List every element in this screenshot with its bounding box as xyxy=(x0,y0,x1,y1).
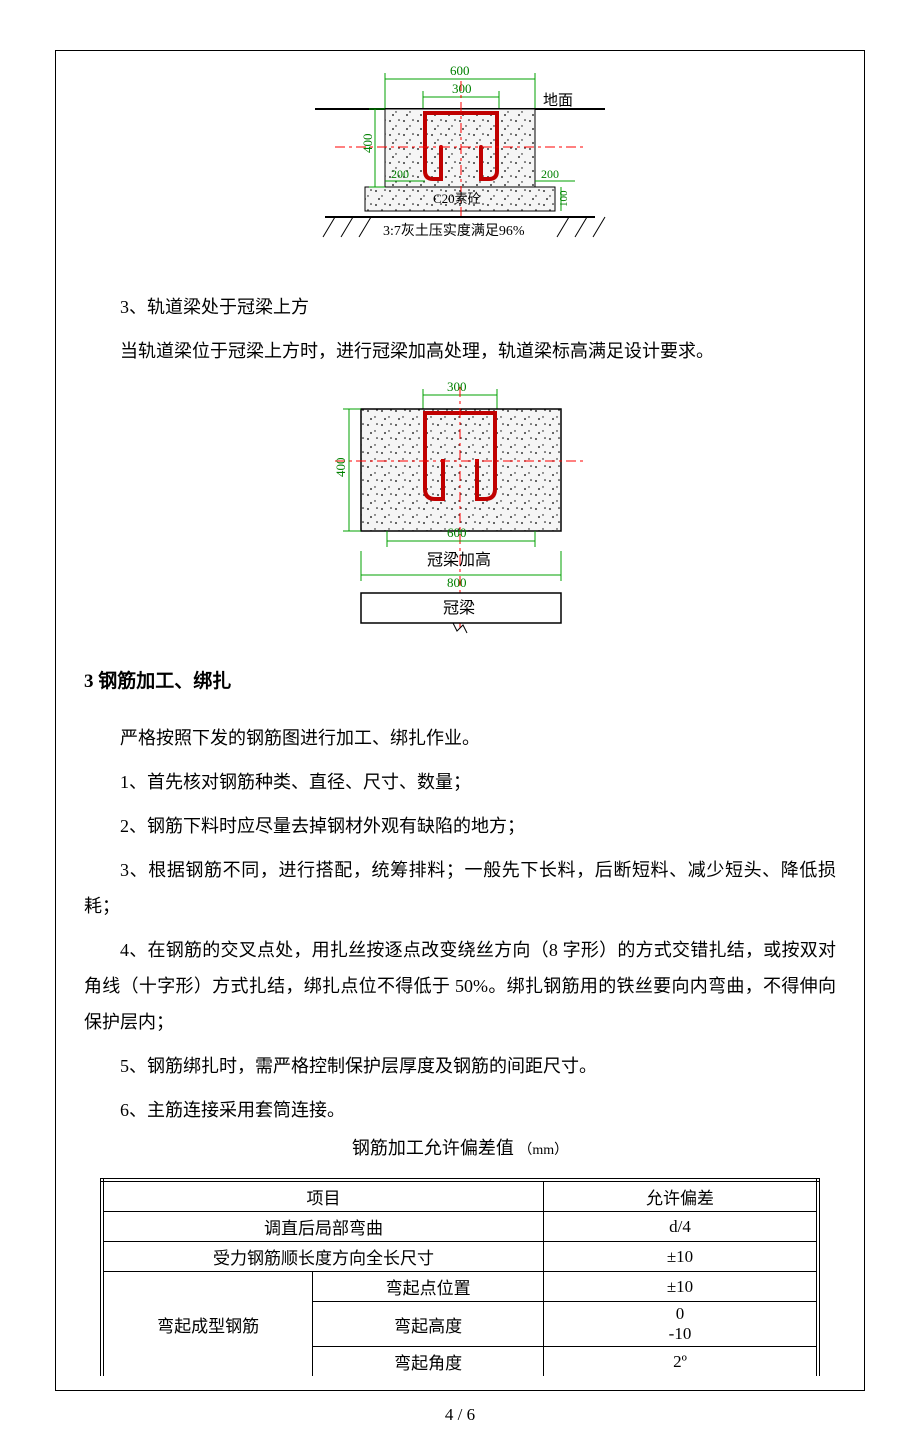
raise-label: 冠梁加高 xyxy=(427,551,491,569)
dim-300: 300 xyxy=(452,81,472,96)
dim-400: 400 xyxy=(360,134,375,154)
col-header-item: 项目 xyxy=(102,1180,544,1212)
bent-tol-0: ±10 xyxy=(544,1272,818,1302)
dim-100: 100 xyxy=(558,190,570,207)
row2-item: 受力钢筋顺长度方向全长尺寸 xyxy=(102,1242,544,1272)
rebar-line-2: 2、钢筋下料时应尽量去掉钢材外观有缺陷的地方； xyxy=(56,808,864,844)
rebar-section-title: 3 钢筋加工、绑扎 xyxy=(56,663,864,701)
row2-tol: ±10 xyxy=(544,1242,818,1272)
table-title-text: 钢筋加工允许偏差值 xyxy=(352,1138,514,1158)
dim-200l: 200 xyxy=(391,167,409,181)
figure-track-beam-section-1: 600 300 地面 xyxy=(275,61,645,281)
bent-group-label: 弯起成型钢筋 xyxy=(102,1272,313,1377)
rebar-line-5: 5、钢筋绑扎时，需严格控制保护层厚度及钢筋的间距尺寸。 xyxy=(56,1048,864,1084)
table-unit: （mm） xyxy=(518,1143,568,1158)
dim2-400: 400 xyxy=(333,458,348,478)
bent-tol-2: 2º xyxy=(544,1347,818,1377)
rebar-line-6: 6、主筋连接采用套筒连接。 xyxy=(56,1092,864,1128)
section3-body: 当轨道梁位于冠梁上方时，进行冠梁加高处理，轨道梁标高满足设计要求。 xyxy=(56,333,864,369)
col-header-tol: 允许偏差 xyxy=(544,1180,818,1212)
concrete-label: C20素砼 xyxy=(433,191,481,206)
base-label: 3:7灰土压实度满足96% xyxy=(383,223,525,239)
table-title: 钢筋加工允许偏差值 （mm） xyxy=(56,1134,864,1160)
row1-tol: d/4 xyxy=(544,1212,818,1242)
bent-sub-0: 弯起点位置 xyxy=(313,1272,544,1302)
page: 600 300 地面 xyxy=(0,0,920,1455)
deviation-table: 项目 允许偏差 调直后局部弯曲 d/4 受力钢筋顺长度方向全长尺寸 ±10 弯起… xyxy=(100,1178,820,1376)
dim-200r: 200 xyxy=(541,167,559,181)
cap-label: 冠梁 xyxy=(443,599,475,617)
rebar-line-0: 严格按照下发的钢筋图进行加工、绑扎作业。 xyxy=(56,720,864,756)
bent-sub-1: 弯起高度 xyxy=(313,1302,544,1347)
content-frame: 600 300 地面 xyxy=(55,50,865,1391)
dim-600: 600 xyxy=(450,63,470,78)
dim2-300: 300 xyxy=(447,379,467,394)
bent-sub-2: 弯起角度 xyxy=(313,1347,544,1377)
figure-cap-beam-raise: 300 400 600 冠梁加高 xyxy=(295,379,625,649)
dim2-600: 600 xyxy=(447,525,467,540)
rebar-line-1: 1、首先核对钢筋种类、直径、尺寸、数量； xyxy=(56,764,864,800)
rebar-line-3: 3、根据钢筋不同，进行搭配，统筹排料；一般先下长料，后断短料、减少短头、降低损耗… xyxy=(56,852,864,924)
rebar-line-4: 4、在钢筋的交叉点处，用扎丝按逐点改变绕丝方向（8 字形）的方式交错扎结，或按双… xyxy=(56,932,864,1040)
row1-item: 调直后局部弯曲 xyxy=(102,1212,544,1242)
page-number: 4 / 6 xyxy=(55,1405,865,1425)
dim2-800: 800 xyxy=(447,575,467,590)
ground-label: 地面 xyxy=(543,92,573,109)
section3-heading: 3、轨道梁处于冠梁上方 xyxy=(56,289,864,325)
bent-tol-1: 0 -10 xyxy=(544,1302,818,1347)
